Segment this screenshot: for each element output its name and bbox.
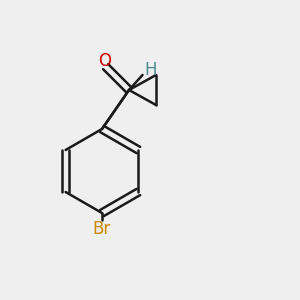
Text: Br: Br [93, 220, 111, 238]
Text: O: O [98, 52, 111, 70]
Text: H: H [144, 61, 157, 80]
